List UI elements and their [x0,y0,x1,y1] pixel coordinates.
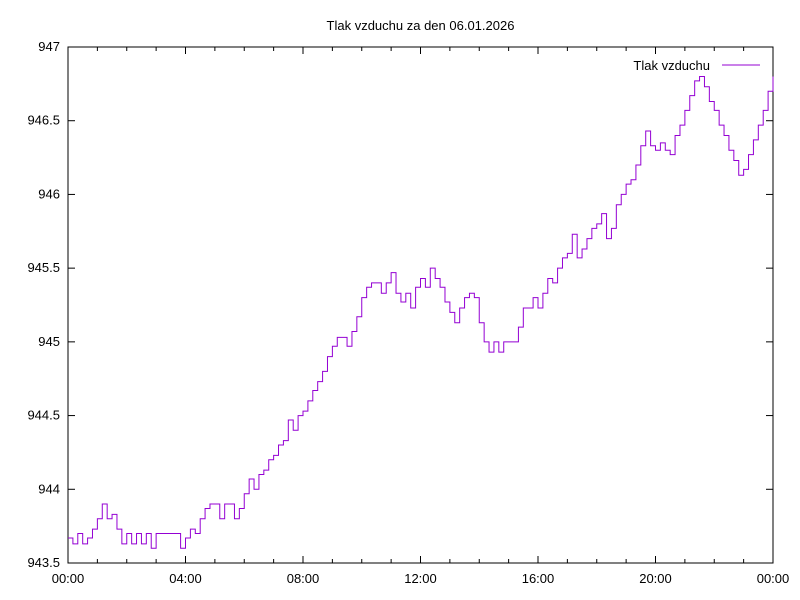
y-tick-label: 944.5 [27,408,60,423]
pressure-line [68,75,774,549]
y-tick-label: 945.5 [27,260,60,275]
x-tick-label: 12:00 [404,571,437,586]
y-tick-label: 943.5 [27,555,60,570]
x-tick-label: 00:00 [757,571,790,586]
y-tick-label: 946.5 [27,113,60,128]
y-tick-label: 944 [38,481,60,496]
x-tick-label: 16:00 [522,571,555,586]
x-tick-label: 04:00 [169,571,202,586]
y-tick-label: 945 [38,334,60,349]
y-tick-label: 946 [38,186,60,201]
plot-border [67,46,774,564]
legend-label: Tlak vzduchu [633,58,710,73]
x-tick-label: 20:00 [639,571,672,586]
y-tick-label: 947 [38,39,60,54]
x-tick-label: 00:00 [52,571,85,586]
chart-title: Tlak vzduchu za den 06.01.2026 [326,18,515,33]
x-tick-label: 08:00 [287,571,320,586]
